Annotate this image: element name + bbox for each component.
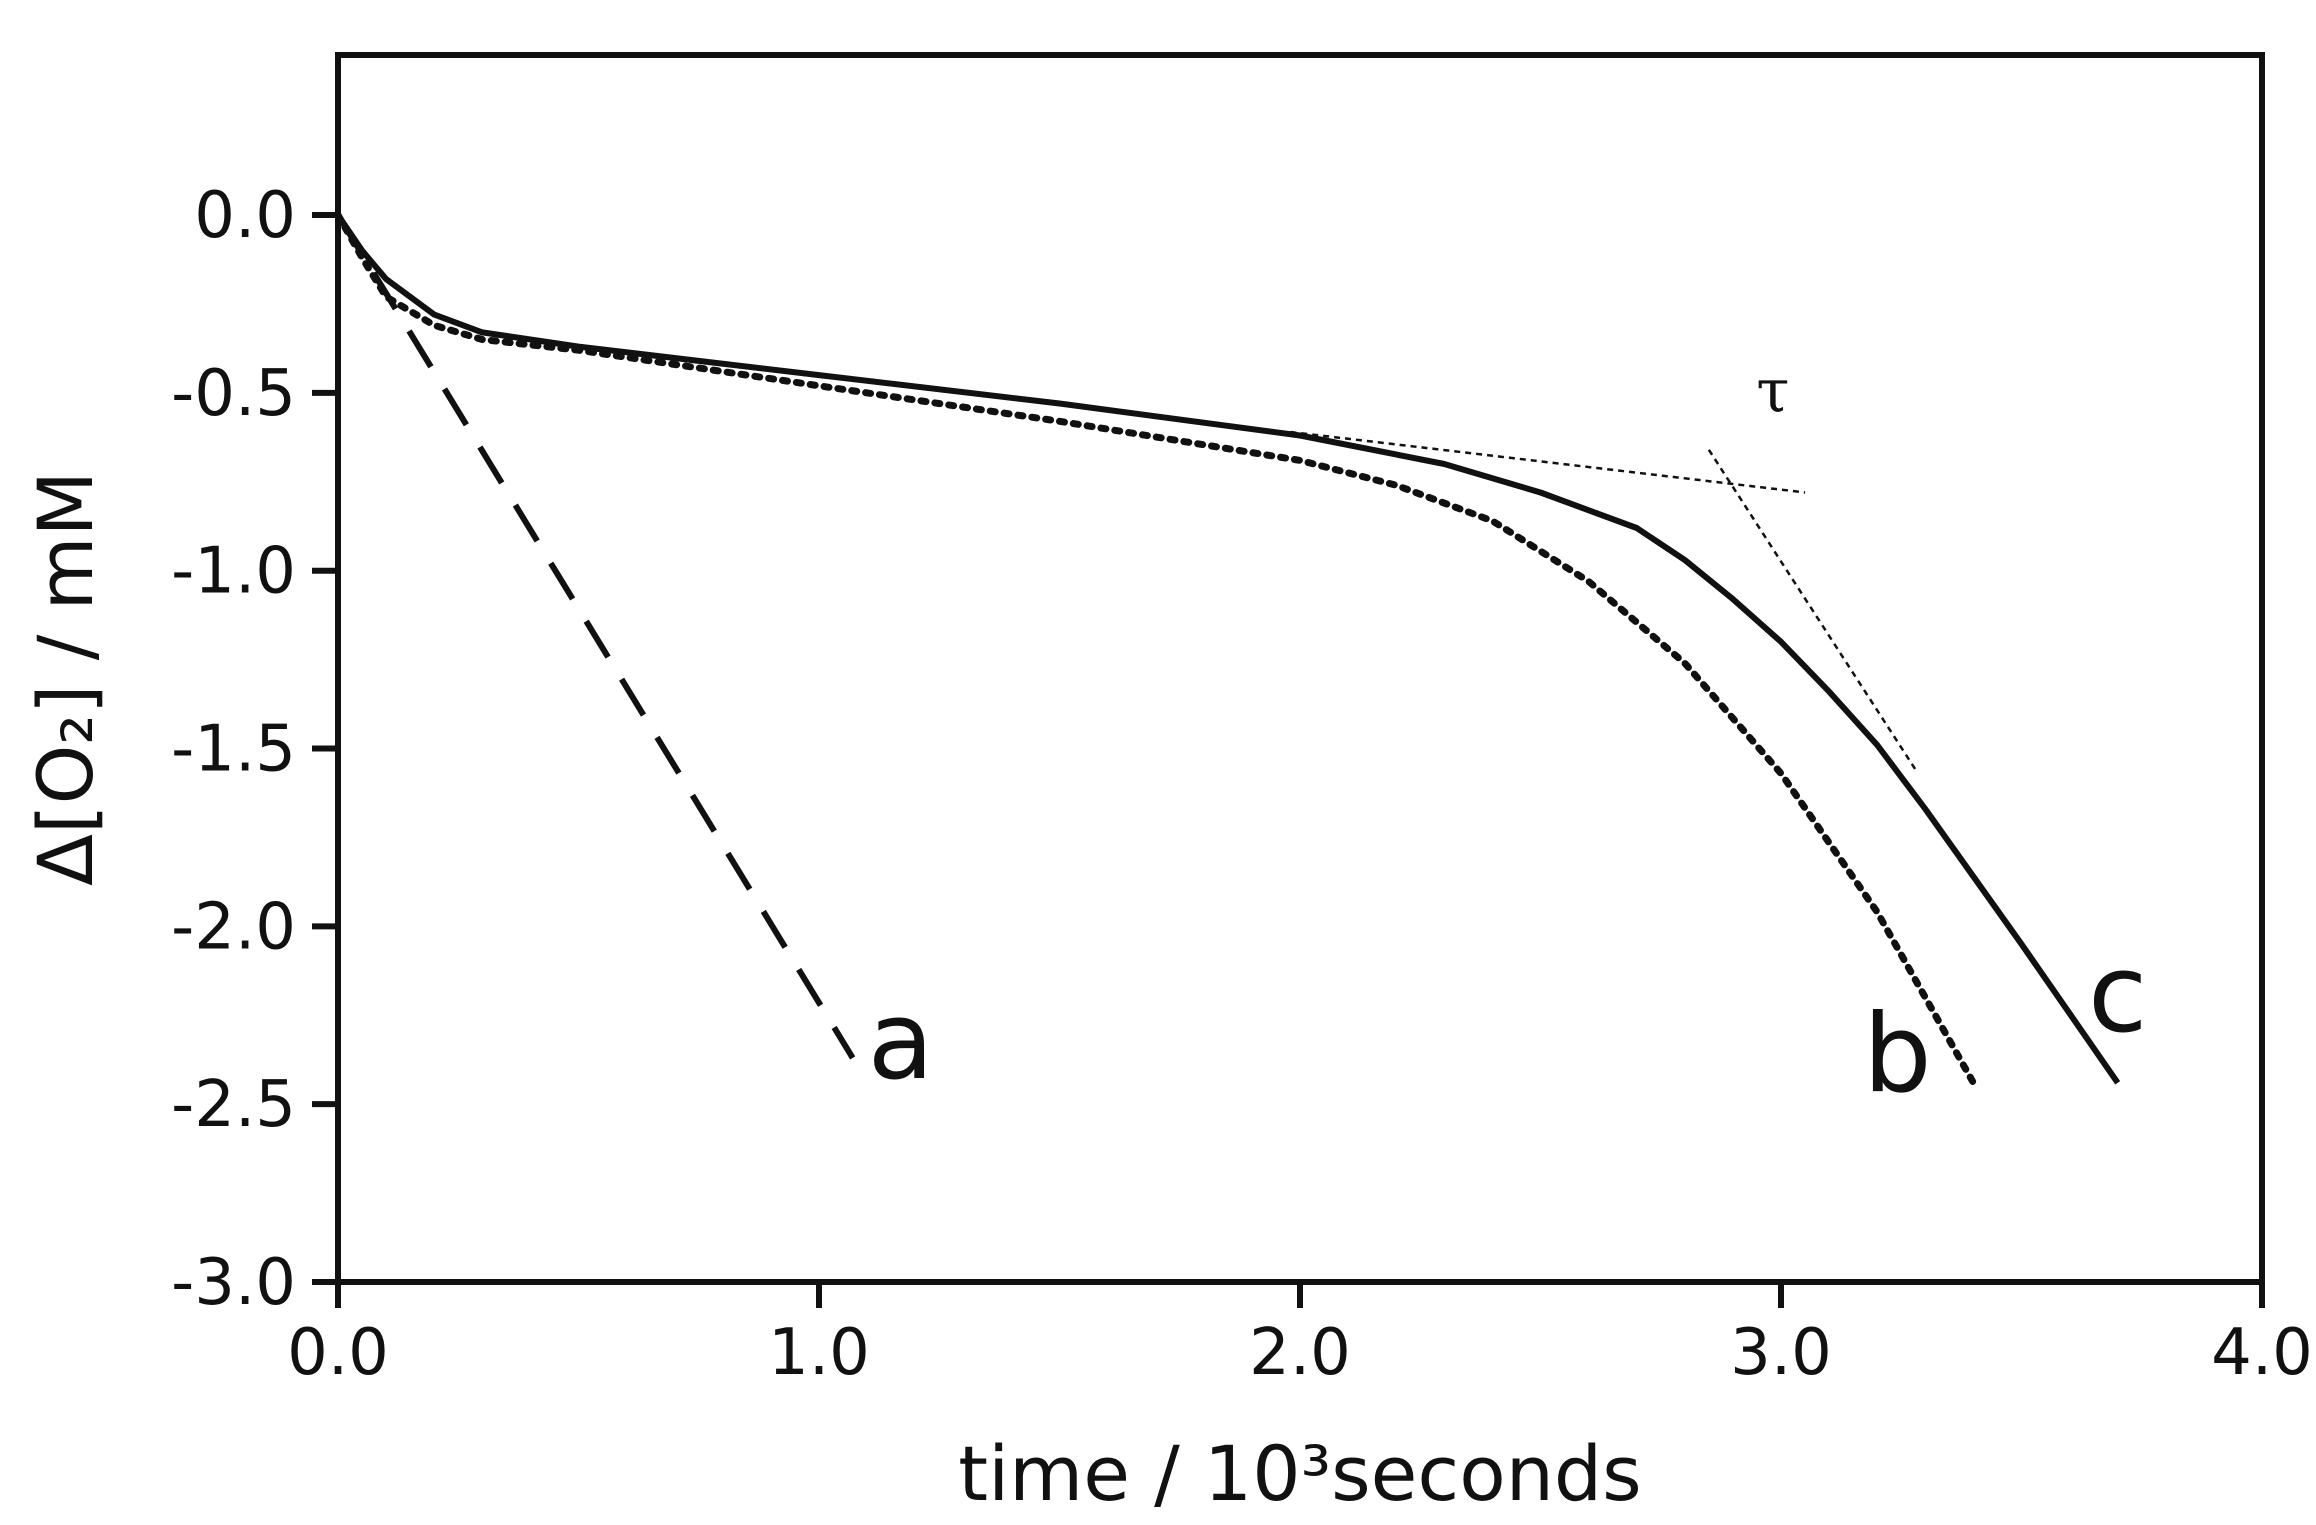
y-tick-label: -0.5 — [171, 357, 296, 431]
tangent-late-line — [1707, 449, 1917, 771]
x-tick-label: 0.0 — [287, 1316, 389, 1390]
annotations: τ — [1290, 356, 1917, 771]
x-axis-title: time / 10³seconds — [958, 1429, 1641, 1518]
y-tick-label: -1.5 — [171, 713, 296, 787]
y-tick-label: 0.0 — [194, 179, 296, 253]
plot-frame — [335, 52, 2265, 1285]
series-b-line — [334, 211, 1977, 1087]
series-c-line — [335, 213, 2121, 1085]
tau-label: τ — [1756, 356, 1789, 426]
y-tick-label: -1.0 — [171, 535, 296, 609]
series-a-line — [335, 213, 856, 1060]
y-tick-label: -2.5 — [171, 1068, 296, 1142]
x-tick-label: 1.0 — [768, 1316, 870, 1390]
x-tick-label: 3.0 — [1730, 1316, 1832, 1390]
tick-labels: 0.0 1.0 2.0 3.0 4.0 0.0 -0.5 -1.0 -1.5 -2.0 -2.5 -3… — [171, 179, 2313, 1390]
x-tick-label: 2.0 — [1249, 1316, 1351, 1390]
plot-area — [335, 52, 2265, 1285]
series-labels: a b c — [868, 932, 2148, 1117]
tangent-early-line — [1290, 430, 1806, 494]
series-c-label: c — [2088, 932, 2147, 1057]
series-b-label: b — [1863, 992, 1932, 1117]
series-a-label: a — [868, 979, 934, 1104]
axis-ticks — [312, 212, 2265, 1308]
y-axis-title: Δ[O₂] / mM — [21, 471, 110, 886]
x-tick-label: 4.0 — [2211, 1316, 2313, 1390]
y-tick-label: -3.0 — [171, 1246, 296, 1320]
y-tick-label: -2.0 — [171, 890, 296, 964]
series-lines — [334, 211, 2121, 1087]
